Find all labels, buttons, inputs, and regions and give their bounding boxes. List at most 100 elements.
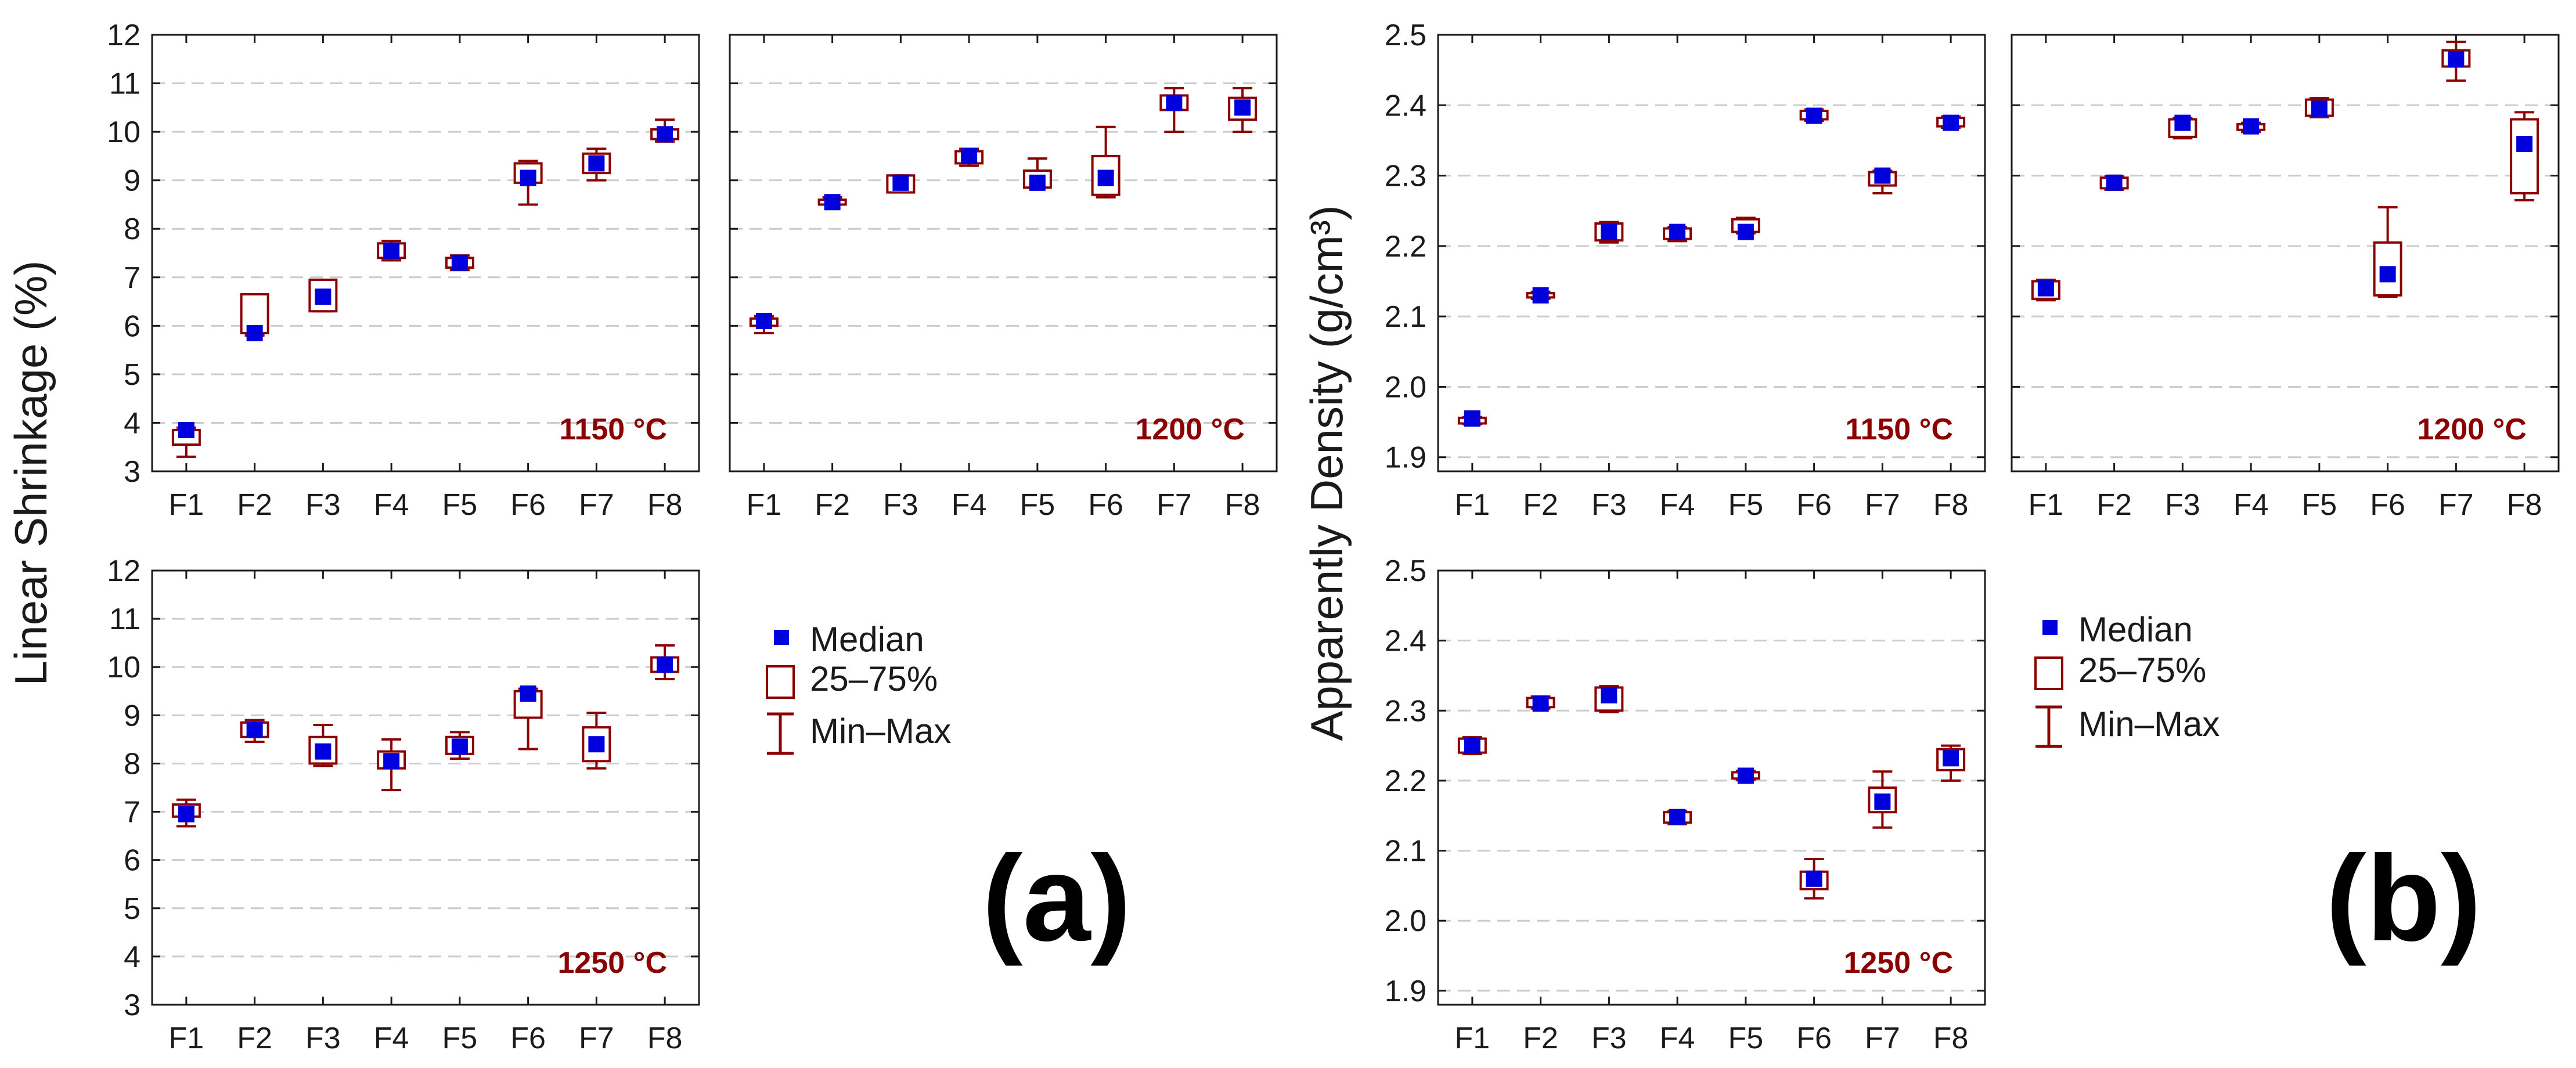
x-tick-label: F1 — [2029, 488, 2064, 522]
y-tick-label: 2.4 — [1385, 89, 1426, 122]
temperature-label: 1150 °C — [1845, 413, 1953, 446]
median-marker — [383, 753, 400, 770]
y-tick-label: 4 — [124, 940, 140, 974]
y-tick-label: 12 — [107, 554, 140, 588]
median-marker — [1806, 107, 1822, 124]
plot-frame — [2011, 34, 2560, 472]
median-marker — [315, 288, 332, 305]
box-f8 — [1228, 86, 1258, 134]
y-tick-label: 11 — [109, 602, 140, 636]
x-tick-label: F3 — [1591, 488, 1627, 522]
x-tick-label: F2 — [1523, 488, 1558, 522]
x-tick-label: F6 — [510, 488, 546, 522]
y-tick-label: 2.1 — [1385, 300, 1426, 334]
x-tick-label: F3 — [2165, 488, 2200, 522]
box-f2 — [817, 194, 847, 211]
box-f6 — [1091, 125, 1121, 199]
x-tick-label: F6 — [1796, 1022, 1832, 1055]
legend-median-marker — [2042, 620, 2058, 635]
median-marker — [1029, 174, 1046, 191]
x-tick-label: F4 — [1660, 488, 1695, 522]
x-tick-label: F5 — [1728, 1022, 1764, 1055]
box-f4 — [954, 147, 984, 167]
box-f4 — [1663, 809, 1692, 825]
median-marker — [2448, 51, 2465, 68]
y-tick-label: 3 — [124, 455, 140, 489]
x-tick-label: F5 — [2302, 488, 2337, 522]
y-tick-label: 2.2 — [1385, 764, 1426, 798]
legend-range-label: Min–Max — [810, 712, 951, 751]
y-tick-label: 1.9 — [1385, 975, 1426, 1008]
x-tick-label: F3 — [305, 1022, 341, 1055]
box-q1-q3 — [2510, 118, 2539, 194]
box-f1 — [171, 798, 201, 828]
box-f8 — [1936, 114, 1966, 131]
x-tick-label: F5 — [1020, 488, 1055, 522]
box-f5 — [1731, 217, 1760, 240]
x-tick-label: F7 — [1157, 488, 1192, 522]
median-marker — [1464, 737, 1480, 754]
y-tick-label: 5 — [124, 358, 140, 392]
x-tick-label: F7 — [1865, 488, 1900, 522]
box-f8 — [2510, 111, 2539, 202]
median-marker — [520, 685, 536, 702]
x-tick-label: F2 — [237, 488, 272, 522]
box-f1 — [2031, 279, 2060, 302]
median-marker — [1669, 223, 1686, 240]
y-tick-label: 2.5 — [1385, 554, 1426, 588]
box-f3 — [2168, 114, 2197, 140]
box-f4 — [2236, 118, 2266, 135]
y-tick-label: 2.2 — [1385, 230, 1426, 264]
box-f3 — [1594, 685, 1624, 713]
box-f5 — [1022, 157, 1052, 191]
box-f1 — [749, 312, 779, 334]
x-tick-label: F2 — [237, 1022, 272, 1055]
y-tick-label: 2.3 — [1385, 694, 1426, 728]
median-marker — [961, 147, 978, 164]
box-f4 — [1663, 223, 1692, 243]
x-tick-label: F8 — [1933, 488, 1969, 522]
median-marker — [1166, 94, 1183, 111]
panel-label-b: (b) — [2326, 830, 2481, 966]
box-f8 — [1936, 744, 1966, 782]
y-tick-label: 7 — [124, 261, 140, 295]
median-marker — [246, 324, 263, 341]
box-f6 — [1799, 858, 1829, 900]
box-f7 — [582, 712, 611, 770]
x-tick-label: F3 — [1591, 1022, 1627, 1055]
x-tick-label: F4 — [1660, 1022, 1695, 1055]
median-marker — [520, 169, 536, 186]
x-tick-label: F8 — [647, 488, 683, 522]
temperature-label: 1200 °C — [2418, 413, 2527, 446]
box-f6 — [513, 685, 543, 751]
median-marker — [1532, 695, 1549, 712]
box-f3 — [1594, 221, 1624, 244]
median-marker — [383, 242, 400, 259]
x-tick-label: F8 — [647, 1022, 683, 1055]
median-marker — [2106, 174, 2123, 191]
plot-frame — [729, 34, 1278, 472]
median-marker — [588, 736, 605, 753]
box-f8 — [650, 118, 680, 143]
median-marker — [1874, 167, 1891, 184]
y-tick-label: 9 — [124, 164, 140, 198]
legend-box-marker — [2034, 656, 2063, 690]
median-marker — [657, 126, 673, 143]
boxplot-a-1200: F1 F2 F3 F4 F5 F6 F7 F8 1200 °C — [729, 34, 1278, 522]
legend-range-label: Min–Max — [2078, 705, 2220, 744]
median-marker — [2311, 100, 2328, 117]
box-plot-panels: 3 4 5 6 7 8 9 10 11 12 F1 F2 F3 F4 F5 F6 F7 F8 1150 °C F1 F2… — [107, 19, 2560, 1055]
median-marker — [1737, 767, 1754, 784]
x-tick-label: F8 — [1225, 488, 1260, 522]
boxplot-b-1250: 1.9 2.0 2.1 2.2 2.3 2.4 2.5 F1 F2 F3 F4 F5 F6 F7 F8 125… — [1385, 554, 1986, 1055]
boxplot-a-1250: 3 4 5 6 7 8 9 10 11 12 F1 F2 F3 F4 F5 F6 F7 F8 1250 °C — [107, 554, 700, 1055]
x-tick-label: F4 — [2233, 488, 2269, 522]
legend-box-marker — [766, 665, 795, 699]
median-marker — [1737, 223, 1754, 240]
box-f1 — [1457, 410, 1487, 427]
plot-frame — [151, 569, 700, 1006]
median-marker — [1943, 750, 1959, 767]
box-f5 — [445, 731, 474, 760]
temperature-label: 1200 °C — [1136, 413, 1245, 446]
x-tick-label: F1 — [1455, 488, 1490, 522]
